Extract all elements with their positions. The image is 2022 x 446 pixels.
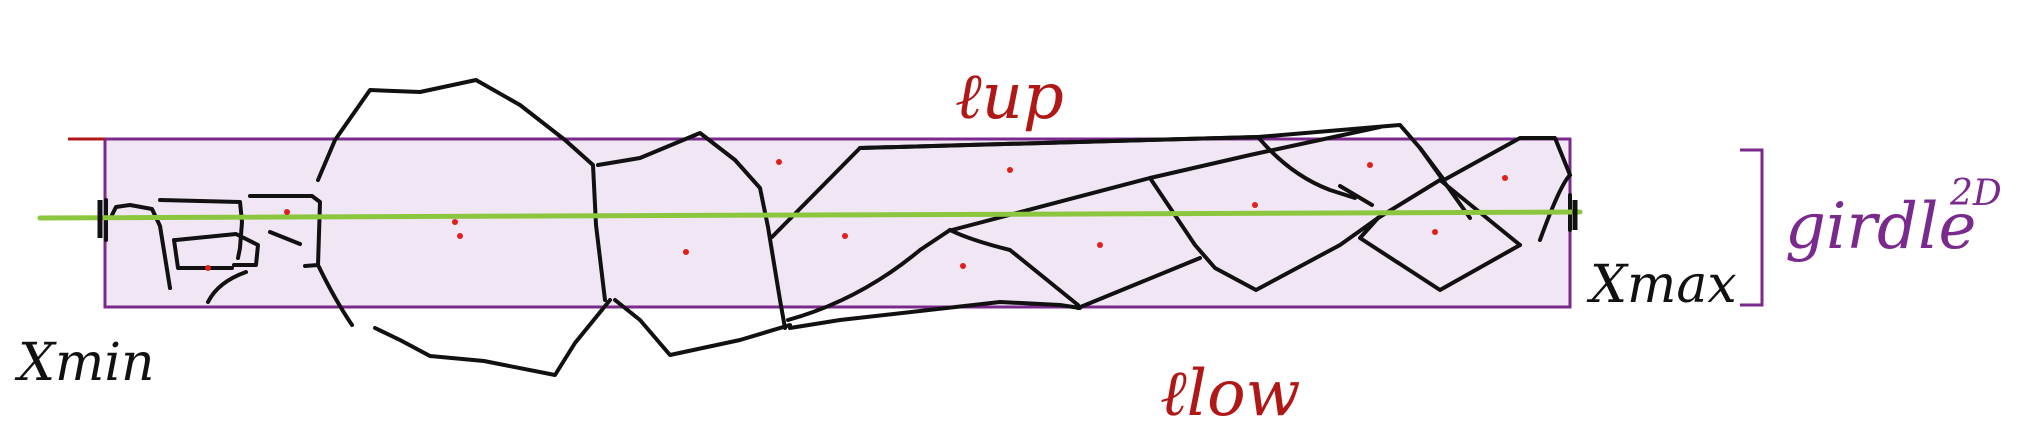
data-point xyxy=(842,233,848,239)
data-points xyxy=(205,159,1508,271)
xmin-label: Xmin xyxy=(14,333,154,393)
data-point xyxy=(776,159,782,165)
girdle-band xyxy=(103,137,1572,309)
centre-line xyxy=(37,209,1583,221)
data-point xyxy=(960,263,966,269)
data-point xyxy=(683,249,689,255)
data-point xyxy=(1502,175,1508,181)
xmax-label: Xmax xyxy=(1586,255,1737,315)
data-point xyxy=(1432,229,1438,235)
lower-line-label: ℓlow xyxy=(1160,357,1300,431)
polygon-shapes xyxy=(104,78,1572,377)
data-point xyxy=(1097,242,1103,248)
data-point xyxy=(452,219,458,225)
girdle-bracket xyxy=(1740,148,1764,307)
data-point xyxy=(205,265,211,271)
upper-line-label: ℓup xyxy=(955,60,1064,134)
data-point xyxy=(1367,162,1373,168)
data-point xyxy=(284,209,290,215)
girdle-superscript: 2D xyxy=(1949,173,2002,214)
data-point xyxy=(457,233,463,239)
girdle-label: girdle xyxy=(1785,190,1976,264)
data-point xyxy=(1007,167,1013,173)
data-point xyxy=(1252,202,1258,208)
